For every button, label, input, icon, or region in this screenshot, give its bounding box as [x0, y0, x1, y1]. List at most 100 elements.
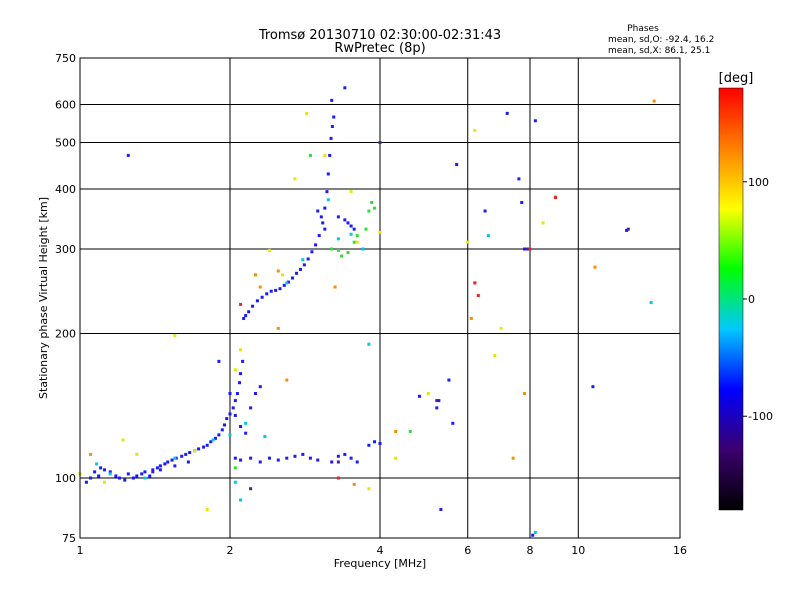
data-point — [343, 86, 347, 90]
data-point — [123, 478, 127, 482]
data-point — [209, 440, 213, 444]
data-point — [121, 438, 125, 442]
data-point — [326, 198, 330, 202]
data-point — [528, 247, 532, 251]
data-point — [158, 464, 162, 468]
data-points — [78, 86, 656, 537]
data-point — [316, 458, 320, 462]
data-point — [370, 200, 374, 204]
x-tick-label: 2 — [227, 544, 234, 557]
x-tick-label: 1 — [77, 544, 84, 557]
data-point — [330, 98, 334, 102]
data-point — [281, 273, 285, 277]
data-point — [325, 190, 329, 194]
y-tick-label: 600 — [55, 99, 76, 112]
data-point — [89, 452, 93, 456]
data-point — [239, 372, 243, 376]
x-tick-label: 16 — [673, 544, 687, 557]
data-point — [265, 292, 269, 296]
data-point — [269, 289, 273, 293]
data-point — [349, 190, 353, 194]
data-point — [469, 316, 473, 320]
colorbar-tick-label: 0 — [748, 293, 755, 306]
data-point — [95, 462, 99, 466]
chart-title: Tromsø 20130710 02:30:00-02:31:43 — [258, 28, 501, 43]
data-point — [228, 412, 232, 416]
data-point — [166, 460, 170, 464]
data-point — [253, 273, 257, 277]
data-point — [533, 119, 537, 123]
data-point — [435, 406, 439, 410]
data-point — [352, 240, 356, 244]
data-point — [143, 476, 147, 480]
data-point — [330, 124, 334, 128]
data-point — [305, 111, 309, 115]
data-point — [202, 445, 206, 449]
data-point — [317, 234, 321, 238]
data-point — [228, 433, 232, 437]
data-point — [394, 456, 398, 460]
data-point — [239, 302, 243, 306]
data-point — [285, 456, 289, 460]
data-point — [114, 474, 118, 478]
stats-heading: Phases — [627, 24, 659, 34]
data-point — [308, 456, 312, 460]
chart-subtitle: RwPretec (8p) — [334, 41, 425, 56]
data-point — [263, 435, 267, 439]
data-point — [323, 153, 327, 157]
data-point — [223, 423, 227, 427]
data-point — [447, 378, 451, 382]
data-point — [336, 460, 340, 464]
data-point — [493, 353, 497, 357]
data-point — [349, 456, 353, 460]
data-point — [302, 263, 306, 267]
data-point — [336, 454, 340, 458]
data-point — [249, 487, 253, 491]
data-point — [352, 482, 356, 486]
data-point — [274, 288, 278, 292]
colorbar — [718, 87, 744, 511]
data-point — [244, 431, 248, 435]
data-point — [591, 385, 595, 389]
data-point — [242, 316, 246, 320]
data-point — [367, 443, 371, 447]
data-point — [306, 257, 310, 261]
data-point — [285, 378, 289, 382]
data-point — [193, 449, 197, 453]
data-point — [293, 177, 297, 181]
data-point — [451, 421, 455, 425]
data-point — [244, 314, 248, 318]
data-point — [228, 392, 232, 396]
data-point — [97, 474, 101, 478]
data-point — [241, 359, 245, 363]
data-point — [233, 368, 237, 372]
data-point — [135, 452, 139, 456]
data-point — [117, 476, 121, 480]
data-point — [329, 136, 333, 140]
data-point — [541, 221, 545, 225]
data-point — [205, 443, 209, 447]
data-point — [163, 462, 167, 466]
data-point — [473, 281, 477, 285]
data-point — [553, 196, 557, 200]
data-point — [298, 267, 302, 271]
data-point — [378, 442, 382, 446]
data-point — [523, 392, 527, 396]
data-point — [520, 200, 524, 204]
data-point — [140, 472, 144, 476]
data-point — [367, 209, 371, 213]
data-point — [251, 304, 255, 308]
data-point — [258, 385, 262, 389]
data-point — [626, 227, 630, 231]
data-point — [308, 153, 312, 157]
data-point — [233, 480, 237, 484]
data-point — [417, 394, 421, 398]
data-point — [108, 470, 112, 474]
data-point — [323, 227, 327, 231]
x-tick-label: 10 — [571, 544, 585, 557]
y-axis-label: Stationary phase Virtual Height [km] — [37, 197, 50, 399]
data-point — [103, 480, 107, 484]
data-point — [531, 533, 535, 537]
data-point — [326, 172, 330, 176]
